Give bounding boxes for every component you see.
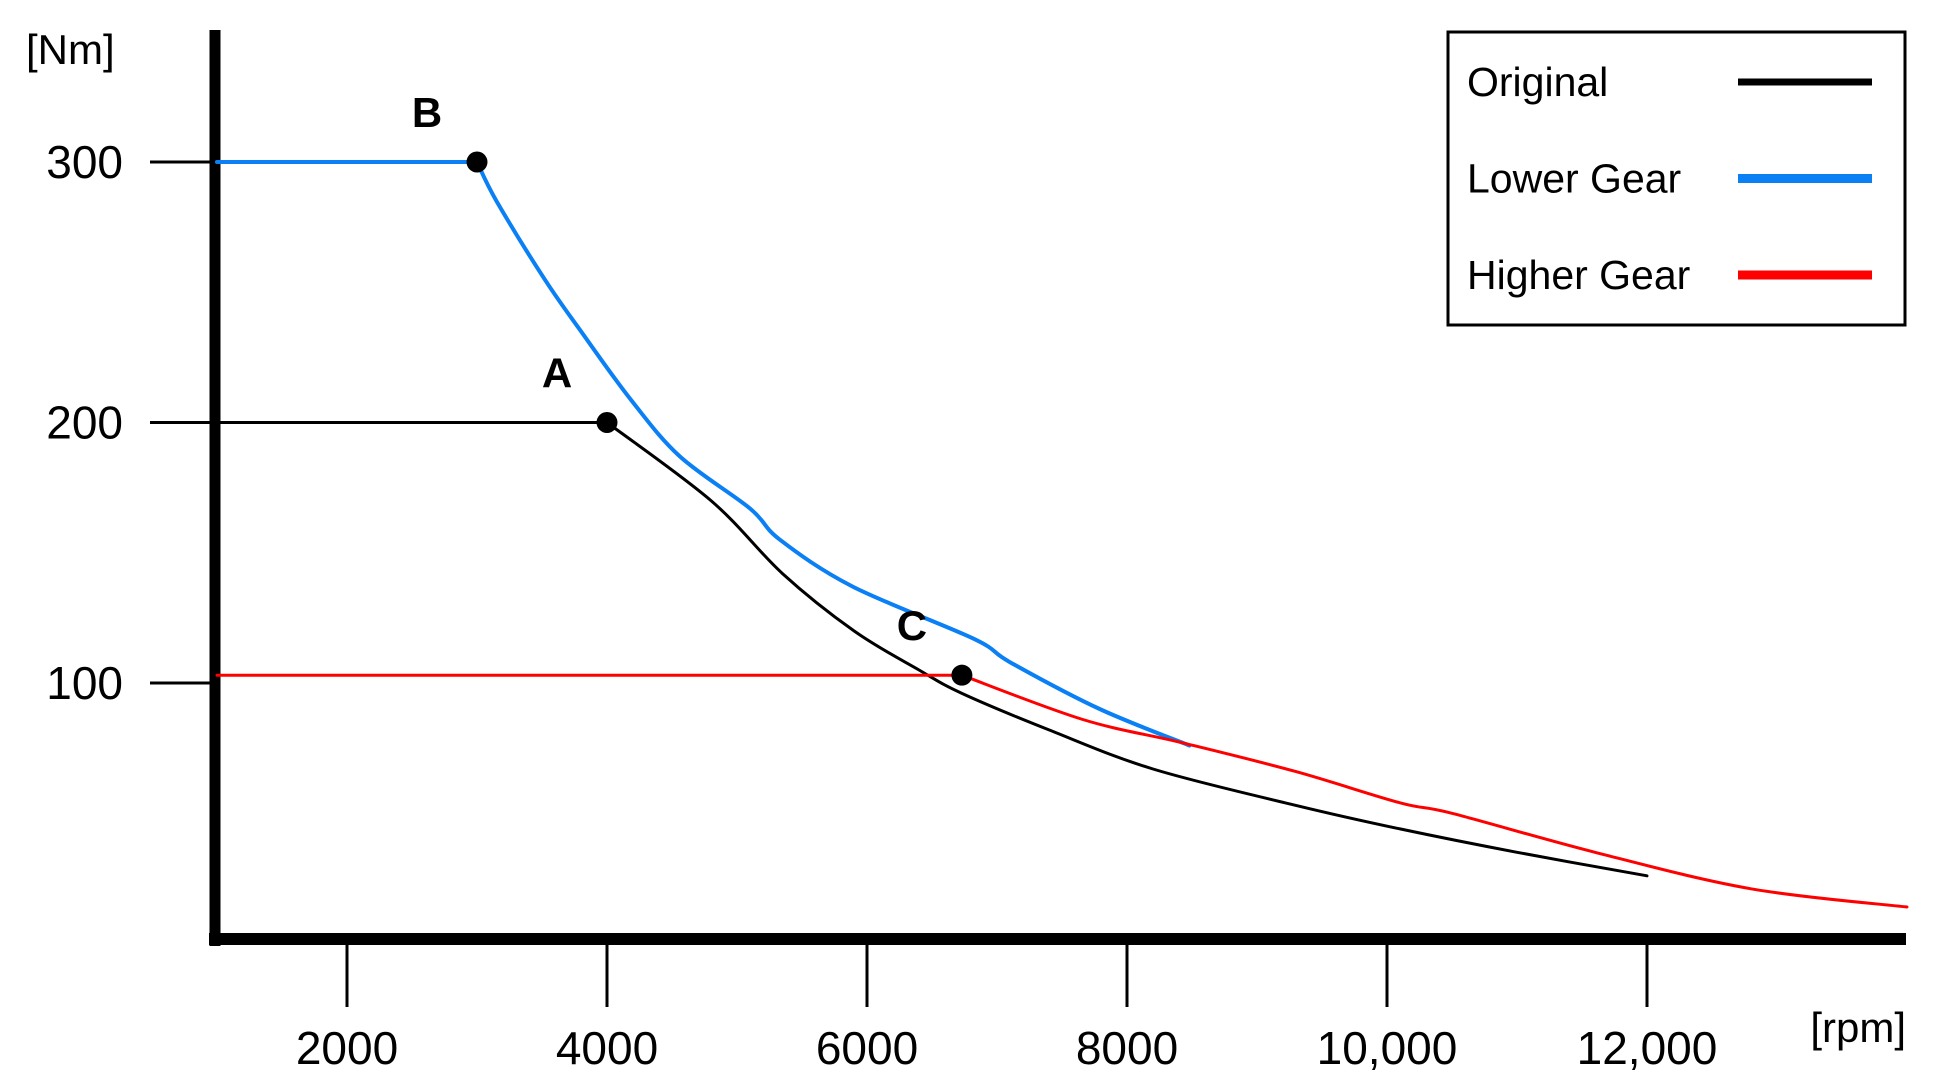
x-tick-label: 12,000: [1577, 1022, 1718, 1074]
series-line-lower-gear: [215, 160, 1192, 748]
point-markers: A B C: [412, 89, 973, 686]
legend: Original Lower Gear Higher Gear: [1446, 30, 1907, 327]
marker-dot-c: [951, 664, 973, 686]
x-axis-unit-label: [rpm]: [1810, 1004, 1906, 1051]
y-axis-ticks: 100 200 300: [46, 136, 216, 709]
x-tick-label: 8000: [1076, 1022, 1178, 1074]
x-tick-label: 6000: [816, 1022, 918, 1074]
marker-label-c: C: [897, 602, 927, 649]
x-tick-label: 2000: [296, 1022, 398, 1074]
marker-label-b: B: [412, 89, 442, 136]
legend-item-label-lower-gear: Lower Gear: [1467, 156, 1681, 202]
x-tick-label: 4000: [556, 1022, 658, 1074]
y-axis-unit-label: [Nm]: [26, 26, 115, 73]
legend-item-label-higher-gear: Higher Gear: [1467, 252, 1690, 298]
marker-dot-b: [466, 151, 488, 173]
legend-item-label-original: Original: [1467, 59, 1608, 105]
series-line-original: [215, 421, 1649, 878]
marker-dot-a: [596, 412, 618, 433]
axes: [209, 30, 1906, 946]
series-curves: [215, 160, 1909, 909]
series-line-higher-gear: [215, 673, 1909, 909]
x-axis-ticks: 2000 4000 6000 8000 10,000 12,000: [296, 939, 1718, 1074]
y-tick-label: 200: [46, 397, 123, 449]
y-tick-label: 300: [46, 136, 123, 188]
x-tick-label: 10,000: [1317, 1022, 1458, 1074]
marker-label-a: A: [542, 350, 572, 397]
y-tick-label: 100: [46, 657, 123, 709]
